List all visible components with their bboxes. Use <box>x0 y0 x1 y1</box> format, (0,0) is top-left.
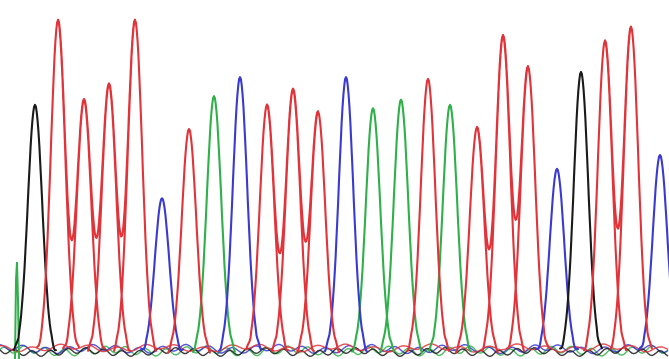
trough-t-9 <box>475 34 505 251</box>
trough-t-10 <box>501 33 530 221</box>
peak-a-0 <box>192 95 236 353</box>
peak-g-1 <box>559 70 603 350</box>
trace-group <box>13 18 669 359</box>
peak-a-3 <box>428 103 472 353</box>
peak-t-5 <box>245 103 289 351</box>
peak-a-2 <box>379 98 423 354</box>
baseline-noise <box>0 343 669 358</box>
trough-t-0 <box>56 18 86 242</box>
peak-t-3 <box>113 19 157 353</box>
baseline-trace-t <box>0 343 669 353</box>
trough-t-6 <box>291 87 320 243</box>
baseline-trace-a <box>0 345 669 357</box>
peak-g-0 <box>13 103 57 352</box>
peak-t-4 <box>167 128 211 354</box>
peak-t-10 <box>481 34 525 352</box>
peak-t-8 <box>406 77 450 353</box>
edge-peak-a <box>14 261 20 359</box>
peak-t-13 <box>609 25 653 350</box>
trough-t-1 <box>82 82 111 239</box>
peak-c-0 <box>140 197 184 352</box>
peak-t-0 <box>36 19 80 349</box>
trough-t-2 <box>107 18 137 238</box>
peak-t-12 <box>583 39 627 352</box>
trough-t-5 <box>265 87 295 255</box>
peak-t-6 <box>271 88 315 353</box>
trough-t-12 <box>603 25 633 230</box>
baseline-trace-c <box>0 343 669 355</box>
peak-c-4 <box>638 154 669 351</box>
